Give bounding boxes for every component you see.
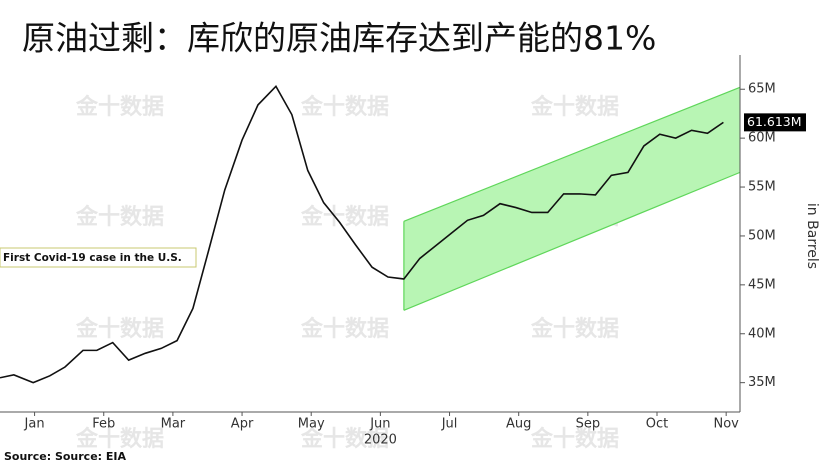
x-tick-label: Nov: [713, 417, 739, 432]
x-tick-label: Mar: [161, 417, 186, 432]
x-axis-label: 2020: [364, 433, 397, 448]
channel-edge: [403, 171, 741, 311]
y-tick-label: 55M: [748, 180, 776, 195]
x-tick-label: Sep: [576, 417, 601, 432]
y-tick-label: 35M: [748, 375, 776, 390]
x-tick-label: Apr: [231, 417, 254, 432]
trend-channel: [403, 87, 740, 311]
x-tick-label: May: [298, 417, 325, 432]
annotation-box: [0, 247, 197, 268]
x-tick-label: Aug: [506, 417, 531, 432]
watermark: 金十数据: [530, 316, 619, 342]
x-tick-label: Jun: [369, 417, 390, 432]
watermark: 金十数据: [300, 204, 389, 230]
x-tick-label: Jul: [441, 417, 458, 432]
chart-title: 原油过剩：库欣的原油库存达到产能的81%: [22, 19, 656, 58]
annotation: First Covid-19 case in the U.S.: [3, 252, 182, 264]
watermark: 金十数据: [530, 426, 619, 452]
x-tick-label: Oct: [646, 417, 668, 432]
value-label-box: [744, 113, 806, 132]
x-tick-label: Jan: [24, 417, 45, 432]
watermark: 金十数据: [75, 316, 164, 342]
x-tick-label: Feb: [92, 417, 115, 432]
watermark: 金十数据: [530, 94, 619, 120]
source: Source: Source: EIA: [4, 450, 126, 463]
y-tick-label: 60M: [748, 131, 776, 146]
line: [0, 84, 724, 384]
watermark: 金十数据: [300, 316, 389, 342]
y-tick-label: 50M: [748, 228, 776, 243]
watermark: 金十数据: [75, 94, 164, 120]
watermark: 金十数据: [75, 426, 164, 452]
y-tick-label: 40M: [748, 326, 776, 341]
value-label: 61.613M: [747, 114, 802, 129]
watermark: 金十数据: [75, 204, 164, 230]
watermark: 金十数据: [300, 426, 389, 452]
y-axis-label: in Barrels: [804, 203, 820, 269]
y-tick-label: 65M: [748, 82, 776, 97]
channel-edge: [403, 86, 741, 222]
watermark: 金十数据: [300, 94, 389, 120]
y-tick-label: 45M: [748, 277, 776, 292]
